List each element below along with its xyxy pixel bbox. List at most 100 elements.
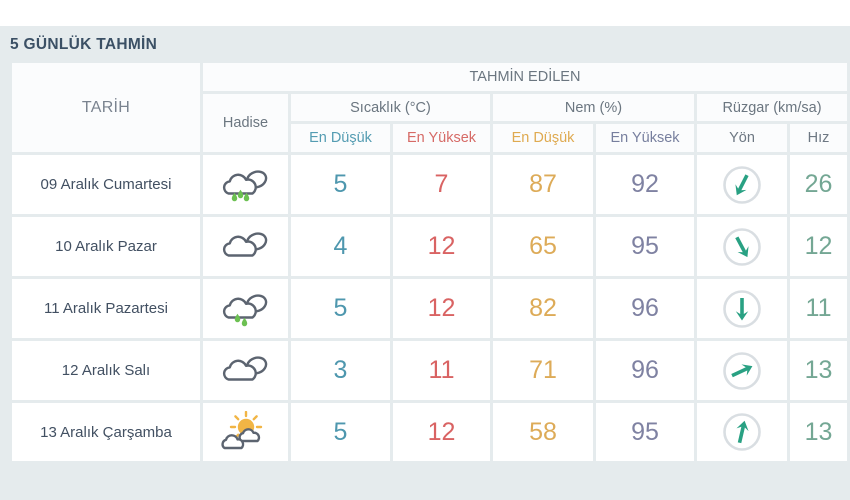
humidity-header-label: Nem (%) — [564, 99, 623, 116]
group-header-label: TAHMİN EDİLEN — [469, 69, 581, 85]
condition-cell — [203, 403, 288, 461]
wind-speed-cell: 13 — [790, 403, 847, 461]
temp-max-value: 12 — [427, 294, 456, 322]
wind-speed-value: 12 — [804, 232, 833, 260]
table-row-date: 11 Aralık Pazartesi — [12, 279, 200, 338]
subheader-temp-min: En Düşük — [291, 124, 390, 152]
forecast-table: TARİH TAHMİN EDİLEN Hadise Sıcaklık (°C)… — [12, 63, 847, 461]
wind-speed-cell: 13 — [790, 341, 847, 400]
subheader-humidity-min: En Düşük — [493, 124, 593, 152]
date-label: 12 Aralık Salı — [61, 362, 151, 379]
wind-direction-icon — [723, 289, 761, 328]
temp-min-cell: 5 — [291, 155, 390, 214]
subheader-humidity-max: En Yüksek — [596, 124, 694, 152]
humidity-max-value: 95 — [631, 417, 659, 446]
humidity-max-cell: 92 — [596, 155, 694, 214]
date-label: 13 Aralık Çarşamba — [40, 423, 172, 441]
humidity-max-cell: 95 — [596, 217, 694, 276]
wind-direction-icon — [723, 227, 761, 266]
temp-max-cell: 12 — [393, 403, 490, 461]
humidity-min-cell: 58 — [493, 403, 593, 461]
date-label: 11 Aralık Pazartesi — [44, 300, 168, 317]
humidity-max-value: 92 — [631, 170, 659, 198]
temp-min-value: 5 — [333, 417, 348, 446]
temp-min-value: 3 — [333, 356, 348, 384]
group-header-predicted: TAHMİN EDİLEN — [203, 63, 847, 91]
temp-min-cell: 3 — [291, 341, 390, 400]
condition-cell — [203, 279, 288, 338]
humidity-min-value: 82 — [529, 294, 557, 322]
wind-speed-cell: 12 — [790, 217, 847, 276]
wind-speed-header-label: Hız — [807, 130, 830, 146]
humidity-min-value: 58 — [529, 417, 557, 446]
table-row-date: 12 Aralık Salı — [12, 341, 200, 400]
humidity-min-cell: 82 — [493, 279, 593, 338]
temp-max-cell: 12 — [393, 217, 490, 276]
table-row-date: 13 Aralık Çarşamba — [12, 403, 200, 461]
humidity-max-cell: 96 — [596, 341, 694, 400]
humidity-min-value: 87 — [529, 170, 557, 198]
humidity-min-cell: 71 — [493, 341, 593, 400]
temp-max-cell: 12 — [393, 279, 490, 338]
subheader-wind-direction: Yön — [697, 124, 787, 152]
group-header-wind: Rüzgar (km/sa) — [697, 94, 847, 121]
wind-direction-icon — [723, 413, 761, 451]
wind-direction-cell — [697, 341, 787, 400]
humidity-min-value: 71 — [529, 356, 557, 384]
wind-direction-icon — [723, 165, 761, 204]
condition-cell — [203, 155, 288, 214]
condition-header-label: Hadise — [222, 115, 269, 131]
humidity-min-header-label: En Düşük — [511, 130, 575, 146]
humidity-max-cell: 95 — [596, 403, 694, 461]
date-label: 09 Aralık Cumartesi — [40, 176, 172, 193]
humidity-min-cell: 87 — [493, 155, 593, 214]
column-header-condition: Hadise — [203, 94, 288, 152]
humidity-max-header-label: En Yüksek — [610, 130, 680, 146]
wind-speed-value: 13 — [804, 417, 833, 446]
condition-cell — [203, 341, 288, 400]
wind-direction-cell — [697, 217, 787, 276]
page-title: 5 GÜNLÜK TAHMİN — [10, 36, 158, 53]
temp-max-cell: 7 — [393, 155, 490, 214]
table-row-date: 09 Aralık Cumartesi — [12, 155, 200, 214]
humidity-min-value: 65 — [529, 232, 557, 260]
subheader-wind-speed: Hız — [790, 124, 847, 152]
temp-min-cell: 5 — [291, 403, 390, 461]
column-header-date: TARİH — [12, 63, 200, 152]
temp-max-value: 12 — [427, 417, 456, 446]
wind-speed-cell: 11 — [790, 279, 847, 338]
group-header-temperature: Sıcaklık (°C) — [291, 94, 490, 121]
cloudy-icon — [222, 353, 270, 381]
temp-max-value: 7 — [434, 170, 449, 198]
wind-direction-cell — [697, 403, 787, 461]
table-row-date: 10 Aralık Pazar — [12, 217, 200, 276]
temp-max-cell: 11 — [393, 341, 490, 400]
group-header-humidity: Nem (%) — [493, 94, 694, 121]
rainy-icon — [219, 166, 273, 204]
humidity-max-value: 95 — [631, 232, 659, 260]
wind-header-label: Rüzgar (km/sa) — [722, 99, 822, 116]
temp-min-cell: 5 — [291, 279, 390, 338]
date-label: 10 Aralık Pazar — [55, 238, 157, 255]
temp-min-header-label: En Düşük — [309, 130, 372, 146]
temp-min-cell: 4 — [291, 217, 390, 276]
wind-speed-cell: 26 — [790, 155, 847, 214]
wind-speed-value: 11 — [805, 294, 832, 322]
temp-max-value: 11 — [428, 356, 455, 384]
condition-cell — [203, 217, 288, 276]
cloudy-icon — [222, 229, 270, 257]
wind-direction-cell — [697, 279, 787, 338]
wind-speed-value: 13 — [804, 356, 833, 384]
temp-min-value: 4 — [333, 232, 348, 260]
temperature-header-label: Sıcaklık (°C) — [350, 99, 431, 116]
date-header-label: TARİH — [81, 98, 131, 116]
wind-direction-icon — [723, 351, 761, 390]
partly-sunny-icon — [220, 411, 262, 450]
temp-max-value: 12 — [427, 232, 456, 260]
wind-direction-cell — [697, 155, 787, 214]
rainy-icon — [219, 290, 273, 328]
temp-max-header-label: En Yüksek — [406, 130, 477, 146]
temp-min-value: 5 — [333, 294, 348, 322]
subheader-temp-max: En Yüksek — [393, 124, 490, 152]
wind-direction-header-label: Yön — [729, 130, 755, 146]
